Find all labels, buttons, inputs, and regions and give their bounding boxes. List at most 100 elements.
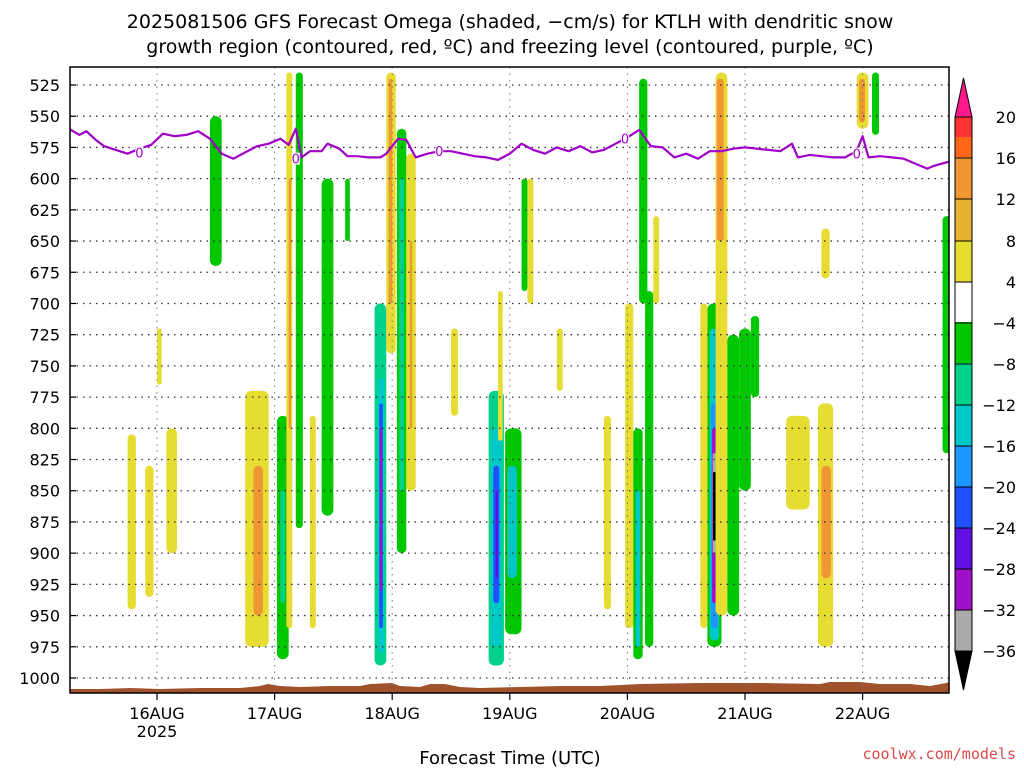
- omega-cell: [603, 415, 611, 610]
- colorbar-bottom-arrow: [954, 650, 973, 691]
- omega-cell: [495, 490, 499, 579]
- x-tick-label: 21AUG: [717, 704, 772, 723]
- omega-cell: [451, 328, 459, 416]
- x-tick-label: 22AUG: [835, 704, 890, 723]
- omega-cell: [645, 290, 654, 647]
- colorbar-band: [955, 241, 972, 282]
- omega-cell: [859, 78, 865, 123]
- omega-cell: [288, 178, 292, 429]
- contour-label-bg: [435, 145, 444, 158]
- y-tick-label: 525: [29, 76, 60, 95]
- y-tick-label: 725: [29, 326, 60, 345]
- colorbar-band: [955, 157, 972, 199]
- colorbar-band: [955, 322, 972, 363]
- omega-cell: [280, 490, 286, 604]
- freezing-level-line: [70, 127, 949, 170]
- y-tick-label: 625: [29, 201, 60, 220]
- colorbar-band: [955, 199, 972, 241]
- colorbar-band: [955, 446, 972, 487]
- omega-cell: [253, 465, 263, 616]
- omega-cell: [700, 303, 708, 629]
- omega-cell: [942, 216, 949, 454]
- contour-label-bg: [621, 132, 630, 145]
- omega-cell: [739, 328, 751, 491]
- contour-label-bg: [135, 146, 144, 159]
- omega-cell: [157, 328, 162, 385]
- omega-cell: [821, 228, 830, 279]
- x-tick-sublabel: 2025: [137, 722, 178, 741]
- colorbar-band: [955, 528, 972, 569]
- omega-cell: [653, 216, 660, 304]
- y-tick-label: 975: [29, 638, 60, 657]
- omega-cell: [556, 328, 563, 391]
- y-tick-label: 850: [29, 482, 60, 501]
- colorbar-label: 20: [996, 108, 1016, 127]
- omega-cell: [127, 434, 136, 610]
- y-tick-label: 925: [29, 575, 60, 594]
- omega-cell: [716, 78, 724, 242]
- colorbar-band: [955, 363, 972, 405]
- colorbar-label: −24: [982, 519, 1016, 538]
- colorbar: 20 16 12 8 4 −4 −8 −12 −16 −20 −24 −28 −32 −36: [954, 77, 1016, 691]
- omega-cell: [750, 315, 760, 398]
- y-tick-label: 775: [29, 388, 60, 407]
- pressure-axis: 525 550 575 600 625 650 675 700 725 750 775 800 825 8…: [19, 76, 76, 688]
- x-axis-label: Forecast Time (UTC): [419, 748, 600, 768]
- colorbar-label: −16: [982, 437, 1016, 456]
- omega-cell: [209, 116, 222, 267]
- colorbar-label: −20: [982, 478, 1016, 497]
- omega-cell: [727, 334, 740, 616]
- omega-cell: [409, 241, 413, 429]
- colorbar-label: 16: [996, 149, 1016, 168]
- colorbar-band: [955, 487, 972, 528]
- contour-label: 0: [853, 148, 861, 163]
- x-tick-label: 17AUG: [247, 704, 302, 723]
- y-tick-label: 950: [29, 607, 60, 626]
- omega-cell: [786, 415, 810, 510]
- y-tick-label: 900: [29, 544, 60, 563]
- chart-title-line2: growth region (contoured, red, ºC) and f…: [146, 36, 873, 58]
- omega-cell: [639, 78, 648, 304]
- colorbar-label: 4: [1006, 273, 1016, 292]
- colorbar-label: −8: [992, 355, 1016, 374]
- y-tick-label: 825: [29, 451, 60, 470]
- omega-cell: [295, 72, 303, 529]
- x-tick-label: 18AUG: [364, 704, 419, 723]
- colorbar-label: −12: [982, 396, 1016, 415]
- x-tick-label: 20AUG: [600, 704, 655, 723]
- omega-cell: [713, 472, 716, 541]
- grid-lines: [70, 67, 949, 693]
- y-tick-label: 700: [29, 294, 60, 313]
- y-tick-label: 800: [29, 419, 60, 438]
- y-tick-label: 1000: [19, 669, 60, 688]
- omega-cell: [379, 428, 383, 591]
- freezing-level-contour: 0 0 0 0 0: [70, 127, 949, 170]
- credit-link[interactable]: coolwx.com/models: [862, 745, 1016, 763]
- colorbar-top-arrow: [954, 77, 973, 118]
- y-tick-label: 875: [29, 513, 60, 532]
- x-tick-label: 16AUG: [129, 704, 184, 723]
- y-tick-label: 575: [29, 138, 60, 157]
- omega-cell: [321, 178, 334, 516]
- omega-cell: [388, 78, 393, 304]
- y-tick-label: 750: [29, 357, 60, 376]
- omega-cell: [821, 465, 831, 579]
- colorbar-label: 12: [996, 190, 1016, 209]
- y-tick-label: 550: [29, 107, 60, 126]
- colorbar-label: −32: [982, 601, 1016, 620]
- colorbar-band: [955, 569, 972, 610]
- omega-cell: [625, 303, 634, 629]
- colorbar-band: [955, 405, 972, 446]
- colorbar-band: [955, 137, 972, 157]
- terrain-ground: [70, 682, 949, 693]
- x-tick-label: 19AUG: [482, 704, 537, 723]
- omega-cell: [521, 178, 528, 291]
- contour-label: 0: [135, 146, 143, 161]
- chart-title-line1: 2025081506 GFS Forecast Omega (shaded, −…: [127, 11, 893, 33]
- colorbar-label: −36: [982, 642, 1016, 661]
- colorbar-label: −28: [982, 560, 1016, 579]
- contour-label-bg: [291, 152, 300, 165]
- y-tick-label: 650: [29, 232, 60, 251]
